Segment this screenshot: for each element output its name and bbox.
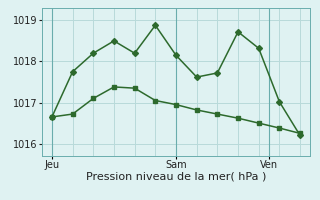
X-axis label: Pression niveau de la mer( hPa ): Pression niveau de la mer( hPa ) <box>86 172 266 182</box>
